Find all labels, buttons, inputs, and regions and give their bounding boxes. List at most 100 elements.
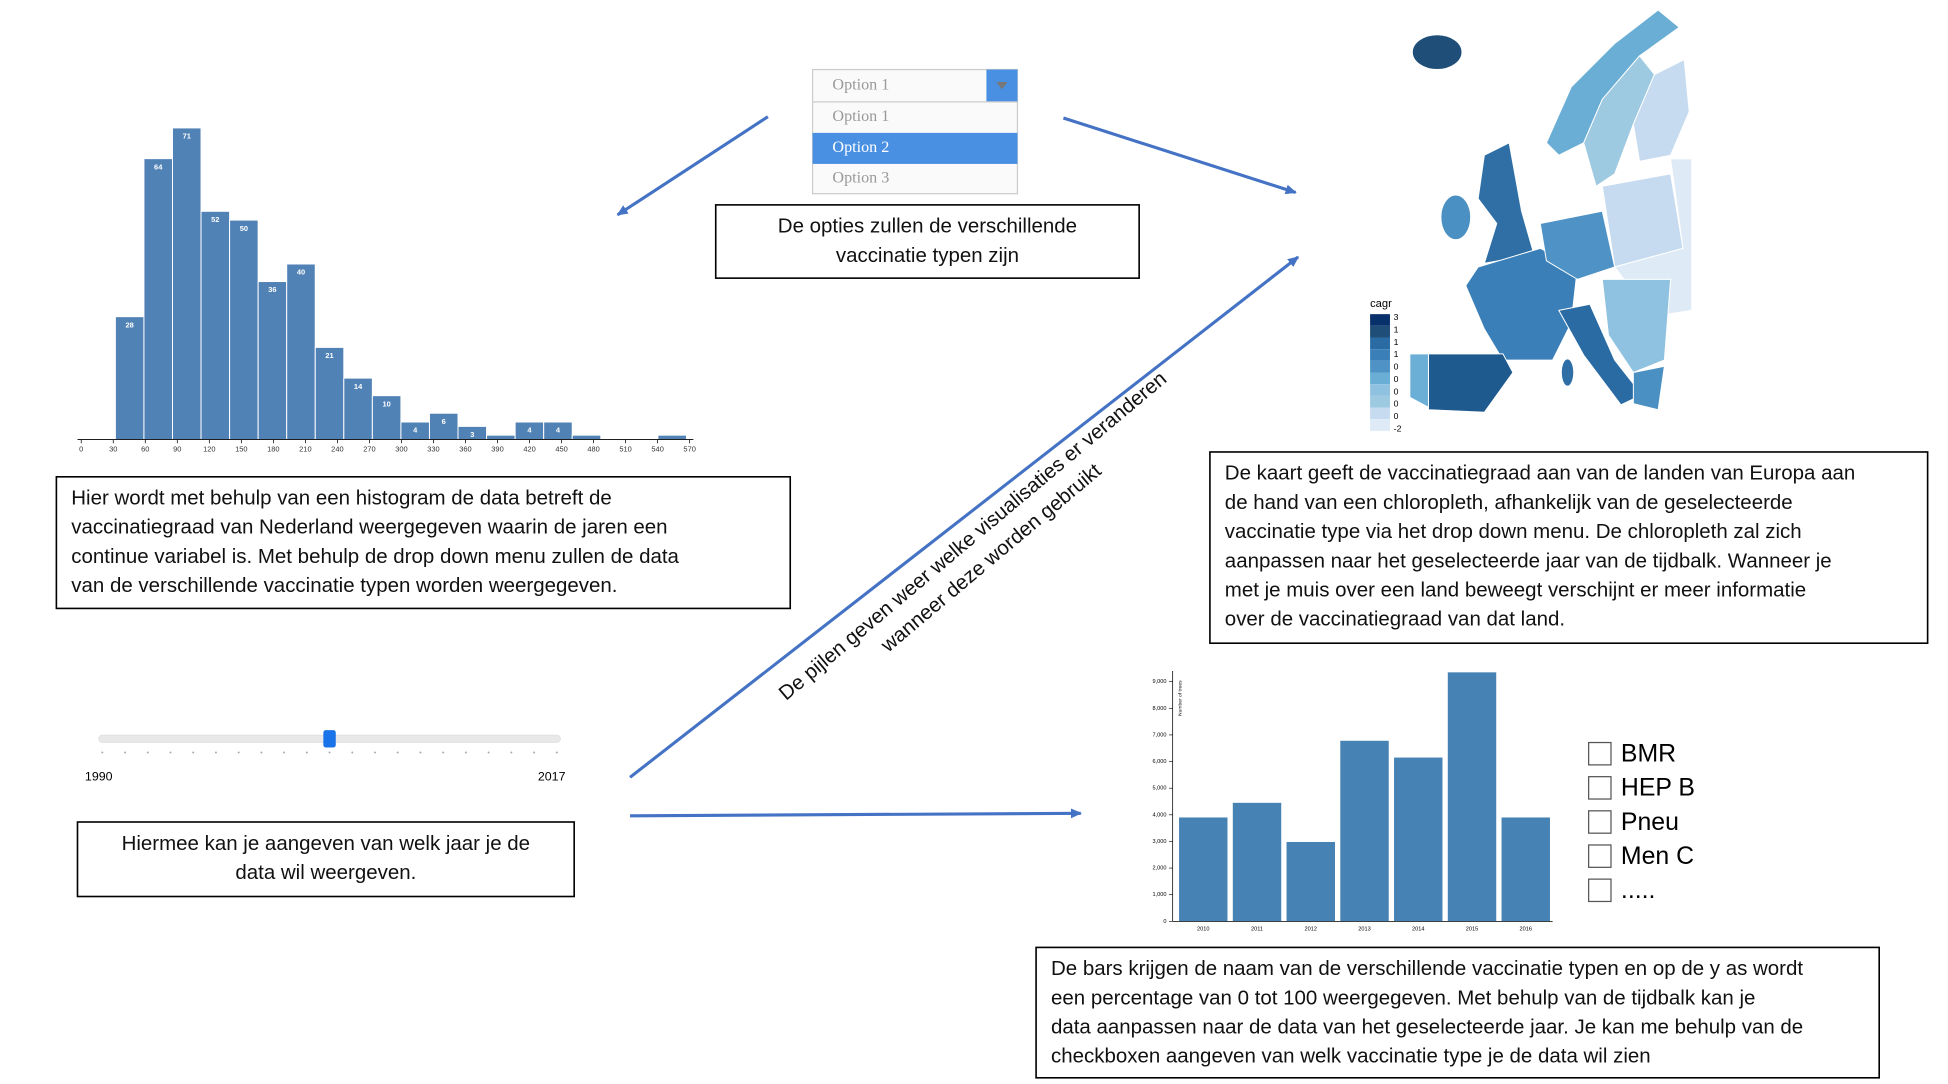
slider[interactable] <box>98 730 561 748</box>
dropdown-selected: Option 1 <box>832 76 889 93</box>
x-tick-label: 210 <box>299 444 311 453</box>
legend-swatch <box>1370 337 1390 350</box>
bar-value-label: 64 <box>154 162 163 171</box>
map-region <box>1427 353 1514 413</box>
bar <box>1501 817 1550 922</box>
note-text: van de verschillende vaccinatie typen wo… <box>71 574 617 597</box>
map-region <box>1632 58 1690 163</box>
bar-value-label: 14 <box>354 382 363 391</box>
map-region <box>1545 9 1681 156</box>
histogram-bar <box>571 434 602 441</box>
checkbox[interactable] <box>1588 878 1612 903</box>
y-tick-label: 3,000 <box>1152 839 1166 845</box>
slider-tick <box>396 751 399 754</box>
bar-value-label: 21 <box>325 351 333 360</box>
slider-tick <box>260 751 263 754</box>
slider-tick <box>124 751 127 754</box>
checkbox[interactable] <box>1588 810 1612 834</box>
bar-value-label: 36 <box>268 285 276 294</box>
x-tick-label: 390 <box>491 444 503 453</box>
note-text: over de vaccinatiegraad van dat land. <box>1225 608 1565 631</box>
bar-value-label: 28 <box>126 320 134 329</box>
x-tick-label: 300 <box>395 444 407 453</box>
legend-swatch <box>1370 349 1390 361</box>
slider-tick <box>328 751 331 754</box>
checkbox[interactable] <box>1588 844 1612 868</box>
legend-label: 0 <box>1394 411 1399 421</box>
legend-label: 0 <box>1394 374 1399 384</box>
histogram-bar <box>143 158 173 441</box>
y-tick-label: 7,000 <box>1152 732 1166 738</box>
bar <box>1232 802 1282 922</box>
legend-label: 0 <box>1394 399 1399 409</box>
x-tick-label: 360 <box>459 444 471 453</box>
legend-swatch <box>1370 325 1390 338</box>
map-region <box>1440 194 1472 241</box>
histogram-bar <box>171 127 202 441</box>
dropdown-box[interactable] <box>811 68 1019 195</box>
y-axis-title: Number of trees <box>1177 680 1183 716</box>
map-region <box>1409 353 1429 409</box>
checkbox-label: HEP B <box>1621 775 1695 802</box>
legend-label: 1 <box>1394 325 1399 335</box>
note-box <box>55 476 792 610</box>
histogram-bar <box>257 281 288 441</box>
y-tick-label: 2,000 <box>1152 866 1166 872</box>
note-text: data aanpassen naar de data van het gese… <box>1051 1016 1803 1039</box>
slider-tick <box>101 751 104 754</box>
checkbox[interactable] <box>1588 741 1612 766</box>
x-tick-label: 570 <box>683 444 695 453</box>
slider-tick <box>464 751 467 754</box>
arrow <box>630 808 1083 819</box>
arrows <box>616 115 1300 819</box>
y-tick-label: 8,000 <box>1152 706 1166 712</box>
checkbox-label: Pneu <box>1621 809 1679 836</box>
bar-value-label: 71 <box>183 132 191 141</box>
slider-tick <box>283 751 286 754</box>
note-box <box>714 204 1140 279</box>
slider-tick <box>419 751 422 754</box>
arrow <box>616 115 769 217</box>
y-tick-label: 4,000 <box>1152 812 1166 818</box>
map-region <box>1601 278 1672 374</box>
y-tick-label: 9,000 <box>1152 679 1166 685</box>
slider-thumb[interactable] <box>323 730 336 748</box>
checkbox[interactable] <box>1588 776 1612 800</box>
note-text: De bars krijgen de naam van de verschill… <box>1051 957 1803 980</box>
slider-tick <box>192 751 195 754</box>
slider-tick <box>555 751 558 754</box>
slider-tick <box>533 751 536 754</box>
bar <box>1340 740 1389 922</box>
bar-value-label: 50 <box>240 224 248 233</box>
histogram-bar <box>314 346 345 441</box>
legend-swatch <box>1370 395 1390 408</box>
legend-swatch <box>1370 372 1390 385</box>
map-region <box>1539 210 1616 280</box>
x-tick-label: 2010 <box>1197 926 1209 932</box>
histogram-bar <box>486 434 516 441</box>
note-text: Hiermee kan je aangeven van welk jaar je… <box>122 832 530 855</box>
note-text: checkboxen aangeven van welk vaccinatie … <box>1051 1045 1651 1068</box>
arrow <box>629 255 1300 779</box>
note-text: aanpassen naar het geselecteerde jaar va… <box>1225 549 1832 572</box>
x-tick-label: 420 <box>523 444 535 453</box>
bar-value-label: 4 <box>413 426 418 435</box>
slider-tick <box>305 751 308 754</box>
y-tick-label: 0 <box>1163 919 1166 925</box>
slider-tick <box>351 751 354 754</box>
x-tick-label: 30 <box>109 444 117 453</box>
histogram-bar <box>114 316 145 441</box>
legend-label: 0 <box>1394 386 1399 396</box>
dropdown[interactable] <box>811 68 1019 195</box>
slider-tick <box>169 751 172 754</box>
x-tick-label: 540 <box>651 444 663 453</box>
note-box <box>1035 946 1881 1079</box>
note-text: de hand van een chloropleth, afhankelijk… <box>1225 491 1793 514</box>
dropdown-option: Option 3 <box>832 170 889 187</box>
x-tick-label: 90 <box>173 444 181 453</box>
annotation: De pijlen geven weer welke visualisaties… <box>774 367 1171 705</box>
x-tick-label: 2011 <box>1251 926 1263 932</box>
x-tick-label: 180 <box>267 444 279 453</box>
